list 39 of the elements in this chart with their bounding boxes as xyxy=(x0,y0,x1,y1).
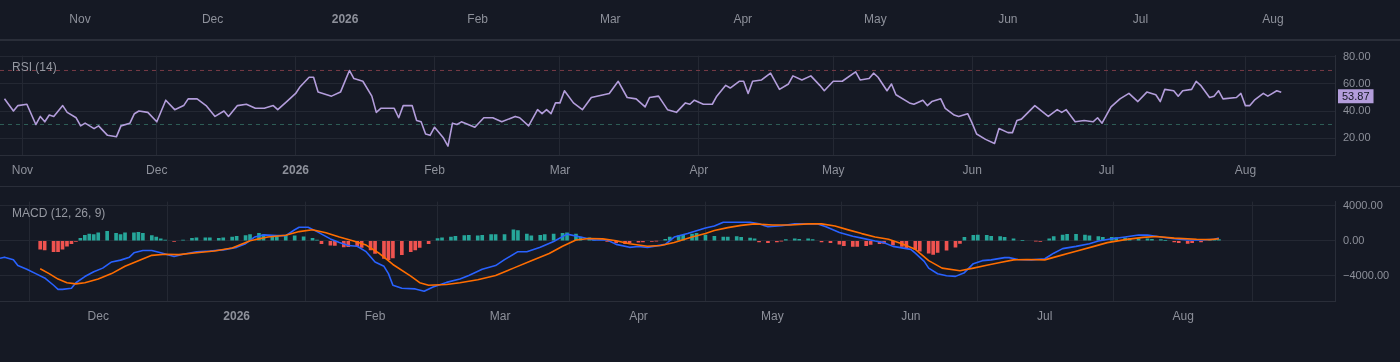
text: Mar xyxy=(599,12,621,26)
y-tick-label: 60.00 xyxy=(1343,77,1371,90)
y-tick-label: 0.00 xyxy=(1343,233,1365,246)
text: Dec xyxy=(201,12,224,26)
x-tick-label: Mar xyxy=(549,163,571,178)
text: Apr xyxy=(733,12,753,26)
text: Feb xyxy=(467,12,488,26)
x-tick-label: Nov xyxy=(11,163,34,178)
text: 2026 xyxy=(331,12,359,26)
text: Jul xyxy=(1132,12,1149,26)
x-tick-label: Feb xyxy=(364,309,386,324)
text: Aug xyxy=(1262,12,1284,26)
chart-title: MACD (12, 26, 9) xyxy=(12,205,106,220)
y-tick-label: 4000.00 xyxy=(1343,198,1383,211)
x-tick-label: Apr xyxy=(689,163,709,178)
x-tick-label: Jul xyxy=(1037,309,1053,324)
text: May xyxy=(863,12,887,26)
y-tick-label: 20.00 xyxy=(1343,131,1371,144)
x-tick-label: 2026 xyxy=(223,309,251,324)
x-tick-label: Jul xyxy=(1098,163,1115,178)
x-tick-label: 2026 xyxy=(282,163,310,178)
chart-title: RSI (14) xyxy=(12,59,57,74)
x-tick-label: Jun xyxy=(962,163,982,178)
x-tick-label: Aug xyxy=(1234,163,1257,178)
x-tick-label: Apr xyxy=(629,309,648,324)
x-tick-label: Dec xyxy=(146,163,168,178)
text: Nov xyxy=(69,12,91,26)
x-tick-label: Feb xyxy=(424,163,446,178)
y-tick-label: −4000.00 xyxy=(1343,268,1390,281)
x-tick-label: May xyxy=(761,309,784,324)
x-tick-label: Dec xyxy=(87,309,109,324)
x-tick-label: Jun xyxy=(901,309,921,324)
x-tick-label: Mar xyxy=(489,309,511,324)
x-tick-label: Aug xyxy=(1172,309,1194,324)
y-tick-label: 40.00 xyxy=(1343,104,1371,117)
text: 53.87 xyxy=(1342,90,1370,103)
x-tick-label: May xyxy=(821,163,845,178)
text: Jun xyxy=(998,12,1018,26)
y-tick-label: 80.00 xyxy=(1343,49,1371,62)
